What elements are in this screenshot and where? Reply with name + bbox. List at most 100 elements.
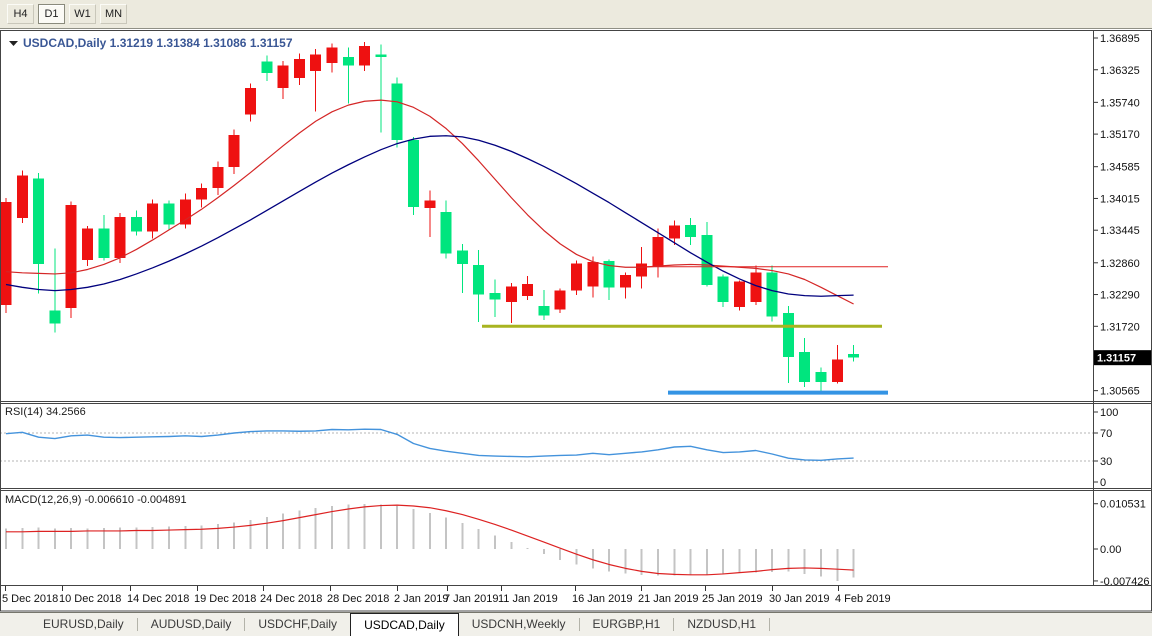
ma-slow-navy-line (5, 135, 854, 297)
macd-bar (820, 549, 822, 577)
macd-bar (510, 542, 513, 549)
timeframe-button-mn[interactable]: MN (100, 4, 128, 24)
rsi-axis-label: 100 (1100, 407, 1118, 419)
rsi-panel-surface[interactable] (0, 404, 1093, 488)
macd-bar (657, 549, 659, 576)
candle-body (636, 263, 648, 277)
macd-bar (559, 549, 562, 560)
candle-body (49, 310, 61, 324)
symbol-dropdown-icon[interactable] (9, 41, 18, 46)
price-axis-label: 1.31720 (1100, 321, 1140, 333)
date-axis-label: 30 Jan 2019 (769, 593, 830, 605)
price-axis-surface[interactable] (1094, 31, 1152, 586)
timeframe-button-d1[interactable]: D1 (38, 4, 65, 24)
macd-bar (184, 526, 187, 549)
current-price-tag (1094, 350, 1152, 366)
price-axis-label: 1.35740 (1100, 97, 1140, 109)
price-axis-label: 1.36325 (1100, 65, 1140, 77)
tab-usdchf-daily[interactable]: USDCHF,Daily (258, 617, 338, 631)
candle-body (147, 203, 159, 232)
macd-signal-line (6, 504, 854, 576)
macd-bar (494, 535, 496, 549)
macd-bar (70, 527, 73, 549)
chart-title: USDCAD,Daily 1.31219 1.31384 1.31086 1.3… (23, 36, 293, 50)
candle-body (489, 292, 501, 300)
price-axis-label: 1.36895 (1100, 33, 1140, 45)
macd-bar (591, 549, 594, 569)
macd-axis-label: 0.00 (1100, 544, 1121, 556)
macd-bar (21, 527, 24, 549)
candle-body (734, 281, 745, 307)
price-axis-label: 1.34585 (1100, 162, 1140, 174)
macd-bar (233, 522, 236, 549)
macd-bar (803, 549, 806, 574)
candle-body (701, 234, 713, 286)
candle-body (163, 203, 175, 225)
candle-body (408, 140, 419, 208)
candle-body (130, 217, 142, 232)
candle-body (619, 275, 631, 288)
timeframe-button-w1[interactable]: W1 (69, 4, 96, 24)
macd-bar (771, 549, 774, 572)
tab-nzdusd-h1[interactable]: NZDUSD,H1 (687, 617, 757, 631)
candle-body (261, 61, 273, 73)
macd-bar (542, 549, 545, 555)
macd-bar (5, 528, 7, 549)
tab-usdcnh-weekly[interactable]: USDCNH,Weekly (471, 617, 566, 631)
candle-body (538, 306, 550, 316)
macd-bar (787, 549, 790, 572)
macd-bar (754, 549, 757, 573)
macd-axis-label: -0.007426 (1100, 576, 1150, 588)
macd-bar (314, 508, 317, 549)
macd-bar (298, 510, 301, 549)
rsi-line (5, 428, 854, 461)
price-axis-label: 1.33445 (1100, 225, 1140, 237)
candle-body (82, 228, 93, 261)
candle-body (342, 57, 354, 66)
rsi-header: RSI(14) 34.2566 (5, 406, 86, 418)
chart-canvas[interactable]: USDCAD,Daily 1.31219 1.31384 1.31086 1.3… (0, 30, 1152, 612)
candle-body (782, 312, 794, 357)
date-axis-label: 21 Jan 2019 (638, 593, 699, 605)
tab-eurusd-daily[interactable]: EURUSD,Daily (43, 617, 124, 631)
panel-borders (0, 30, 1152, 612)
macd-bar (200, 525, 203, 549)
candle-body (603, 261, 615, 288)
macd-bar (168, 526, 170, 549)
timeframe-button-h4[interactable]: H4 (7, 4, 34, 24)
candle-body (522, 283, 534, 297)
macd-bar (53, 528, 56, 549)
macd-bar (396, 506, 399, 549)
macd-bar (119, 527, 122, 549)
macd-bar (249, 519, 252, 549)
candle-body (554, 290, 566, 310)
candle-body (473, 265, 485, 295)
date-axis-label: 4 Feb 2019 (835, 593, 891, 605)
tab-audusd-daily[interactable]: AUDUSD,Daily (150, 617, 232, 631)
candle-body (228, 135, 240, 167)
macd-bar (461, 523, 464, 549)
tab-divider (244, 618, 246, 631)
macd-bar (705, 549, 708, 575)
tab-divider (769, 618, 771, 631)
candle-body (196, 188, 208, 200)
tab-usdcad-daily[interactable]: USDCAD,Daily (350, 613, 459, 636)
macd-panel-surface[interactable] (0, 491, 1093, 585)
tab-divider (136, 618, 138, 631)
macd-bar (216, 524, 219, 549)
macd-bar (265, 516, 268, 549)
candle-body (114, 217, 126, 258)
chart-window: USDCAD,Daily 1.31219 1.31384 1.31086 1.3… (0, 30, 1152, 612)
tab-eurgbp-h1[interactable]: EURGBP,H1 (592, 617, 661, 631)
candle-body (16, 175, 28, 219)
macd-histogram (5, 503, 855, 581)
candle-body (831, 359, 843, 383)
price-axis-label: 1.30565 (1100, 386, 1140, 398)
macd-bar (852, 549, 855, 578)
macd-bar (37, 527, 40, 549)
macd-bar (363, 503, 366, 549)
tab-divider (673, 618, 675, 631)
date-axis-label: 24 Dec 2018 (260, 593, 322, 605)
date-axis-label: 28 Dec 2018 (327, 593, 389, 605)
